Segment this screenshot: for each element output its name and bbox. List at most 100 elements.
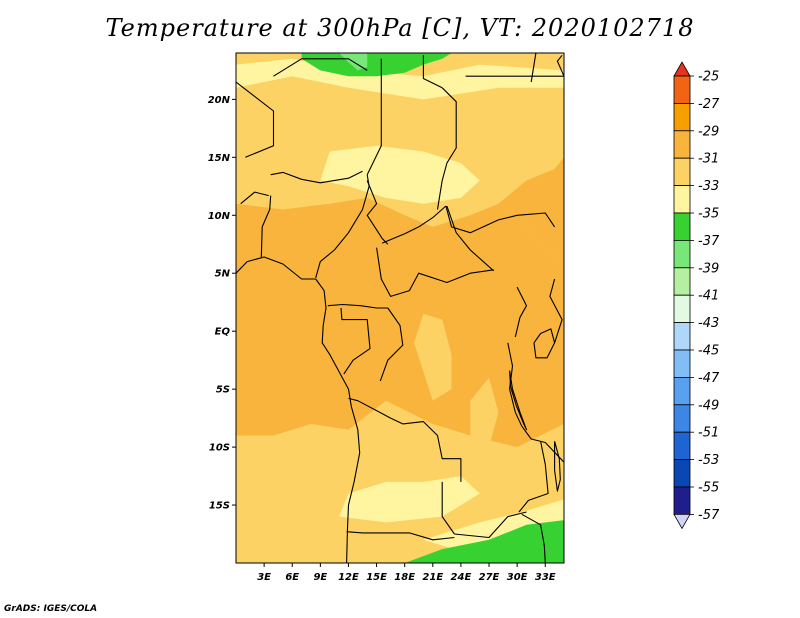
colorbar-swatch	[673, 267, 691, 296]
colorbar-label: -25	[698, 70, 719, 85]
colorbar-swatch	[673, 157, 691, 186]
lake-malawi	[554, 441, 561, 492]
field-region-congo-cool	[414, 313, 452, 401]
colorbar-bottom-arrow	[673, 514, 691, 530]
border-car-south	[376, 247, 494, 297]
temperature-field	[236, 53, 564, 563]
lon-tick-label: 24E	[451, 572, 472, 583]
lon-tick-label: 33E	[535, 572, 556, 583]
colorbar-swatch	[673, 239, 691, 269]
border-drc-uganda	[514, 286, 528, 338]
colorbar-label: -27	[698, 97, 720, 112]
field-region-east-congo-cool	[470, 377, 499, 448]
colorbar-label: -55	[698, 481, 719, 496]
grads-credit: GrADS: IGES/COLA	[4, 604, 98, 614]
border-angola-zambia	[441, 481, 455, 535]
colorbar-label: -41	[698, 289, 719, 304]
colorbar-label: -53	[698, 453, 719, 468]
lon-tick-label: 27E	[479, 572, 500, 583]
border-sudan-chad	[436, 87, 457, 210]
colorbar-swatch	[673, 486, 691, 515]
colorbar-label: -29	[698, 124, 719, 139]
field-region-south-green	[404, 520, 564, 563]
colorbar-swatch	[673, 75, 691, 104]
colorbar-label: -39	[698, 261, 719, 276]
lat-tick-label: EQ	[215, 327, 231, 338]
country-borders	[236, 53, 564, 563]
field-region-east-warm	[498, 157, 564, 262]
border-congo-drc	[379, 307, 404, 382]
longitude-axis: 3E 6E 9E 12E 15E 18E 21E 24E 27E 30E 33E	[257, 563, 556, 583]
latitude-axis: 20N 15N 10N 5N EQ 5S 10S 15S	[208, 95, 236, 512]
colorbar-top-arrow	[673, 61, 691, 77]
field-region-sahel-band	[320, 145, 480, 204]
map-frame	[235, 52, 565, 564]
lat-tick-label: 5S	[216, 385, 230, 396]
border-zambia-zimbabwe	[454, 511, 527, 539]
lake-victoria	[533, 328, 556, 359]
lat-tick-label: 15S	[209, 501, 230, 512]
lat-tick-label: 15N	[208, 153, 231, 164]
colorbar-label: -37	[698, 234, 720, 249]
border-kenya-uganda	[549, 278, 563, 343]
border-niger-chad	[366, 58, 382, 175]
colorbar: -25 -27 -29 -31 -33 -35 -37 -39 -41 -43 -45 -47 -49 -…	[673, 61, 720, 530]
colorbar-label: -31	[698, 152, 719, 167]
colorbar-swatch	[673, 294, 691, 324]
border-zambia-malawi	[518, 441, 549, 513]
colorbar-label: -33	[698, 179, 719, 194]
colorbar-label: -47	[698, 371, 720, 386]
lon-tick-label: 3E	[257, 572, 271, 583]
colorbar-swatch	[673, 212, 691, 241]
nile-line	[530, 53, 537, 83]
lat-tick-label: 10S	[209, 443, 230, 454]
lon-tick-label: 6E	[285, 572, 299, 583]
lake-tanganyika	[509, 370, 528, 431]
colorbar-label: -49	[698, 398, 719, 413]
border-benin-niger	[240, 191, 269, 205]
colorbar-swatch	[673, 459, 691, 488]
colorbar-label: -57	[698, 508, 720, 523]
lon-tick-label: 21E	[422, 572, 443, 583]
lon-tick-label: 15E	[366, 572, 387, 583]
colorbar-swatch	[673, 404, 691, 433]
border-algeria-mali	[236, 81, 275, 158]
border-angola-drc	[348, 397, 462, 482]
border-zimbabwe-mozambique	[521, 513, 546, 563]
lat-tick-label: 5N	[215, 269, 231, 280]
border-libya-niger	[273, 58, 368, 77]
border-angola-namibia	[346, 531, 455, 541]
border-drc-east	[507, 342, 523, 427]
colorbar-label: -51	[698, 426, 719, 441]
border-niger-nigeria	[270, 170, 363, 184]
colorbar-swatch	[673, 185, 691, 214]
border-libya-sudan	[422, 55, 443, 89]
coastline-west	[236, 256, 361, 563]
chart-title: Temperature at 300hPa [C], VT: 202010271…	[105, 14, 695, 42]
lon-tick-label: 18E	[394, 572, 415, 583]
colorbar-swatch	[673, 322, 691, 351]
lon-tick-label: 30E	[507, 572, 528, 583]
colorbar-label: -45	[698, 344, 719, 359]
colorbar-label: -35	[698, 207, 719, 222]
border-cameroon-gabon	[327, 303, 388, 309]
colorbar-swatch	[673, 431, 691, 461]
border-southsudan-car	[446, 205, 495, 272]
colorbar-swatch	[673, 130, 691, 159]
red-sea-coast	[556, 54, 564, 77]
lon-tick-label: 9E	[313, 572, 327, 583]
colorbar-swatch	[673, 349, 691, 378]
lon-tick-label: 12E	[338, 572, 359, 583]
field-region-south-cool	[339, 476, 480, 523]
border-gabon-congo	[340, 307, 371, 375]
colorbar-label: -43	[698, 316, 719, 331]
colorbar-swatch	[673, 103, 691, 132]
colorbar-swatch	[673, 376, 691, 406]
border-sudan-southsudan	[445, 205, 556, 234]
border-chad-car	[381, 205, 447, 244]
lat-tick-label: 20N	[208, 95, 231, 106]
lat-tick-label: 10N	[208, 211, 231, 222]
border-nigeria-benin	[260, 195, 272, 259]
border-cameroon-chad	[366, 180, 389, 245]
